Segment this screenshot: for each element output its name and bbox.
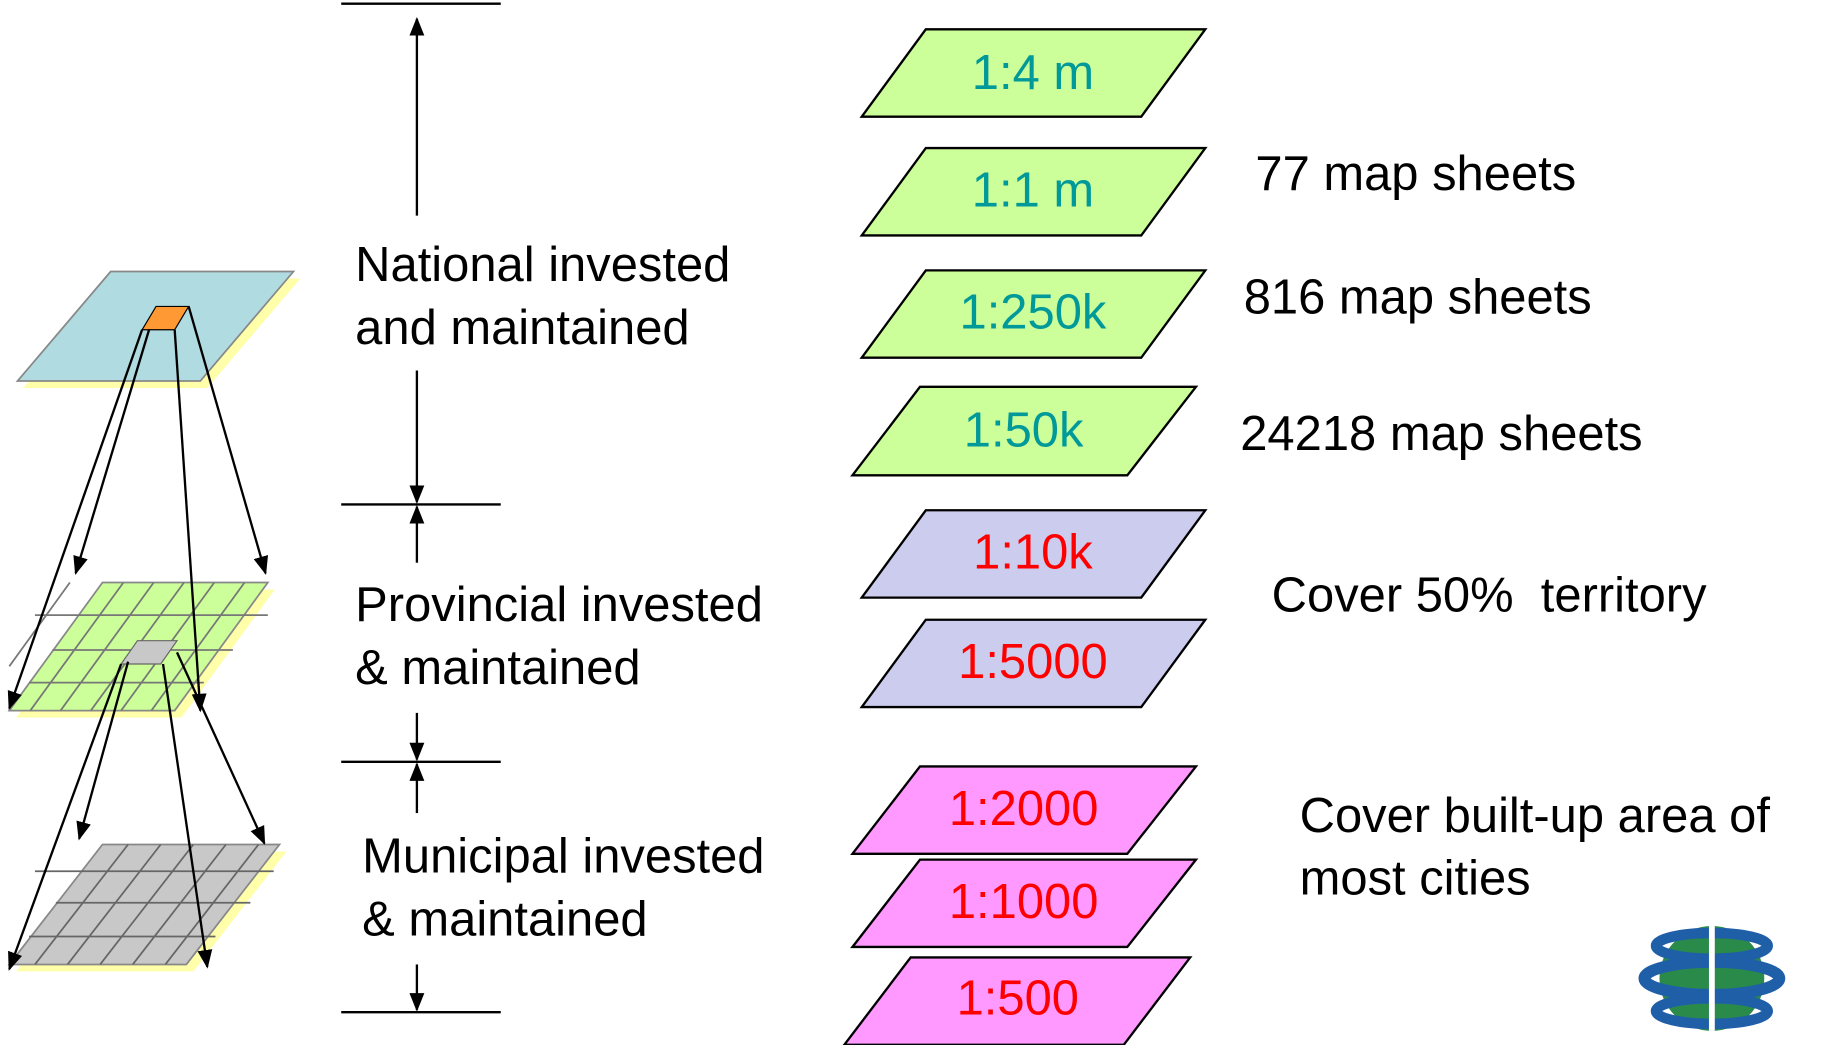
note: Cover built-up area of [1300,789,1771,843]
scale-label: 1:1 m [972,163,1094,217]
logo [1644,926,1779,1031]
note: 816 map sheets [1244,271,1592,325]
tier-label: National invested [355,238,730,292]
scale-label: 1:2000 [949,782,1099,836]
tier-label: & maintained [355,641,640,695]
scale-label: 1:5000 [958,635,1108,689]
scale-label: 1:500 [957,972,1079,1026]
scale-label: 1:4 m [972,46,1094,100]
tier-label: & maintained [362,892,647,946]
note: 77 map sheets [1255,147,1576,201]
slide: National invested and maintained Provinc… [0,0,1826,1045]
note: Cover 50% territory [1272,569,1707,623]
tier-label: Provincial invested [355,578,763,632]
scale-label: 1:50k [964,403,1084,457]
tier-label: and maintained [355,301,689,355]
scale-label: 1:10k [973,526,1093,580]
tier-label: Municipal invested [362,830,764,884]
layer-diagram [9,272,300,972]
scale-label: 1:1000 [949,875,1099,929]
note: most cities [1300,852,1531,906]
scale-label: 1:250k [960,286,1107,340]
note: 24218 map sheets [1240,407,1642,461]
